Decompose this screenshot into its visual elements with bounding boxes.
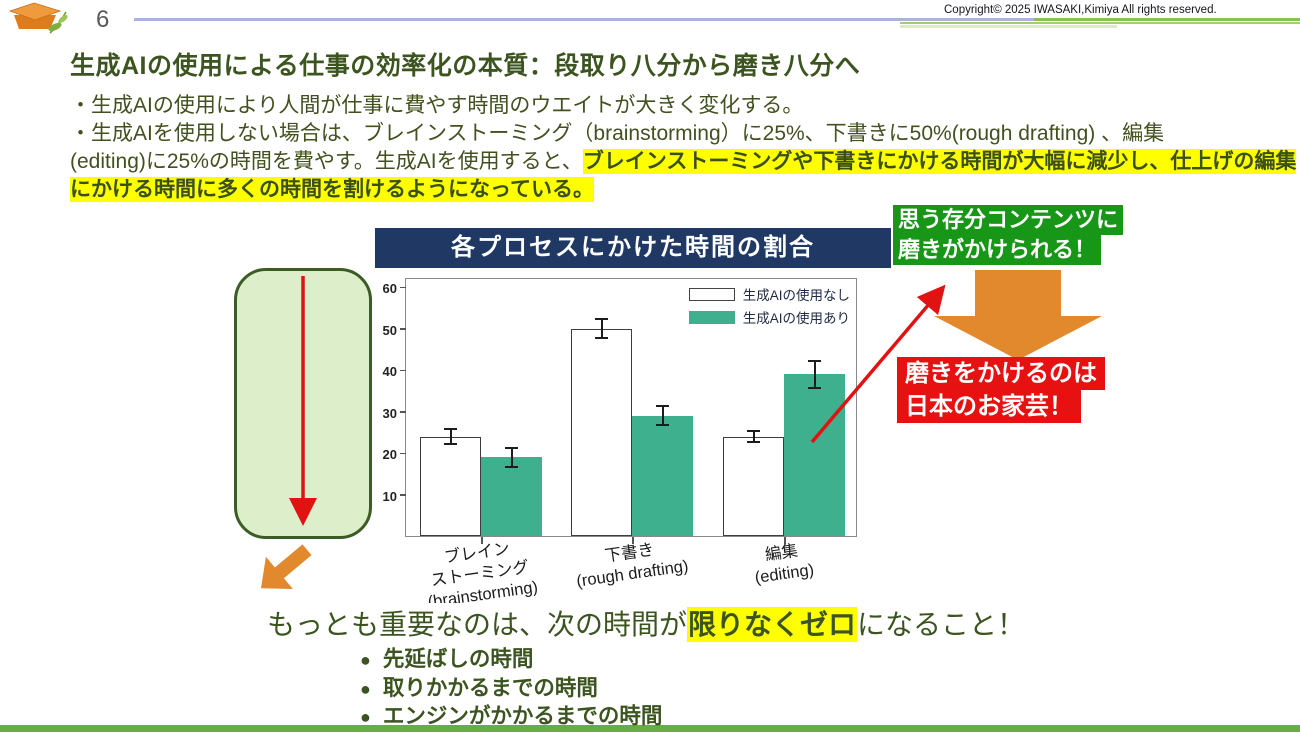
x-axis-label: 編集 (editing) [753,541,816,587]
legend-row-no-ai: 生成AIの使用なし [688,284,850,304]
legend-label-no-ai: 生成AIの使用なし [742,288,850,303]
x-tick-mark [632,537,634,544]
chart-y-axis: 10 20 30 40 50 60 [375,278,399,537]
bar-with-ai-group3 [784,374,845,536]
red-callout: 磨きをかけるのは 日本のお家芸！ [897,357,1105,423]
y-tick-label: 40 [382,364,397,380]
green-callout-line-1: 思う存分コンテンツに [893,205,1124,235]
y-tick-mark [400,328,406,330]
x-tick-mark [784,537,786,544]
red-down-arrow-icon [289,276,317,526]
chart-plot: 生成AIの使用なし 生成AIの使用あり [400,278,857,544]
y-tick-mark [400,286,406,289]
x-axis-label: ブレイン ストーミング (brainstorming) [426,539,540,612]
y-tick-mark [400,452,406,455]
orange-arrow-small-icon [261,544,312,589]
bullet-item: 取りかかるまでの時間 [360,675,662,704]
chart: 各プロセスにかけた時間の割合 10 20 30 40 50 60 生成AIの使用なし 生成… [375,228,891,614]
red-callout-line-2: 日本のお家芸！ [897,390,1081,423]
body-paragraph-2: ・生成AIを使用しない場合は、ブレインストーミング（brainstorming）… [70,120,1298,204]
bullet-item: 先延ばしの時間 [360,646,662,675]
y-tick-label: 10 [382,488,397,504]
y-tick-label: 20 [382,447,397,463]
bar-no-ai-group2 [571,328,632,536]
slide-title: 生成AIの使用による仕事の効率化の本質：段取り八分から磨き八分へ [70,52,861,80]
lead-pre: もっとも重要なのは、次の時間が [267,609,688,640]
legend-row-with-ai: 生成AIの使用あり [688,307,850,327]
bar-with-ai-group1 [481,457,542,536]
y-tick-label: 50 [382,322,397,338]
bullet-list: 先延ばしの時間 取りかかるまでの時間 エンジンがかかるまでの時間 [360,646,663,732]
logo-icon [8,2,68,34]
header-rule-blue [134,18,1034,21]
red-callout-line-1: 磨きをかけるのは [897,357,1105,390]
lead-highlight: 限りなくゼロ [687,607,858,642]
body-text: ・生成AIの使用により人間が仕事に費やす時間のウエイトが大きく変化する。 ・生成… [70,92,1298,204]
left-panel [234,268,372,539]
header-rule-light-green [900,25,1117,28]
header-rule-green-2 [900,22,1300,24]
bar-no-ai-group3 [723,436,784,536]
legend-swatch-with-ai [688,310,735,324]
header-rule-green [1034,18,1300,21]
copyright-text: Copyright© 2025 IWASAKI,Kimiya All right… [944,4,1217,16]
lead-post: になること！ [857,609,1026,640]
chart-legend: 生成AIの使用なし 生成AIの使用あり [688,284,850,330]
y-tick-label: 60 [382,281,397,297]
y-tick-label: 30 [382,405,397,421]
legend-swatch-no-ai [688,287,735,301]
y-tick-mark [400,411,406,413]
bar-no-ai-group1 [420,436,481,536]
green-callout: 思う存分コンテンツに 磨きがかけられる！ [893,205,1124,265]
orange-arrow-down-icon [934,270,1102,360]
chart-title: 各プロセスにかけた時間の割合 [375,228,891,268]
page-number: 6 [96,6,110,33]
legend-label-with-ai: 生成AIの使用あり [742,311,850,326]
x-tick-mark [481,537,483,544]
y-tick-mark [400,369,406,372]
body-line-1: ・生成AIの使用により人間が仕事に費やす時間のウエイトが大きく変化する。 [70,94,804,117]
body-line-3: (editing)に25%の時間を費やす。生成AIを使用すると、 [70,150,583,173]
x-axis-label: 下書き (rough drafting) [575,540,690,591]
bar-with-ai-group2 [632,415,693,536]
footer-lead: もっとも重要なのは、次の時間が限りなくゼロになること！ [267,603,1026,643]
bullet-item: エンジンがかかるまでの時間 [360,703,663,732]
green-callout-line-2: 磨きがかけられる！ [893,235,1102,265]
body-line-2: ・生成AIを使用しない場合は、ブレインストーミング（brainstorming）… [70,122,1165,145]
y-tick-mark [400,494,406,496]
